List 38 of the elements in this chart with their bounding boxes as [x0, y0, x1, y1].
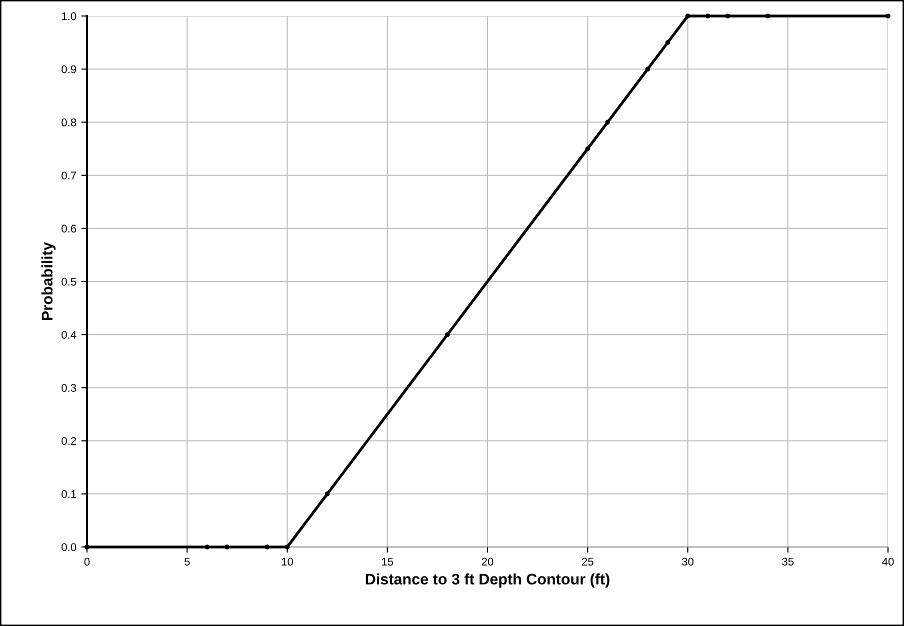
y-tick-label: 0.0: [62, 543, 76, 552]
point: [605, 120, 610, 125]
point: [725, 14, 730, 18]
y-tick-label: 0.2: [62, 437, 76, 445]
y-tick-label: 0.9: [62, 65, 76, 74]
x-tick-label: 10: [282, 558, 293, 566]
point: [204, 544, 210, 550]
point: [645, 66, 650, 72]
point: [224, 544, 230, 550]
x-tick-label: 25: [582, 558, 594, 566]
y-tick-label: 0.6: [62, 224, 76, 233]
y-tick-label: 1.0: [62, 12, 76, 20]
x-tick-label: 40: [882, 558, 894, 566]
y-tick-label: 0.3: [62, 384, 76, 392]
y-tick-label: 0.8: [62, 118, 76, 126]
point: [324, 491, 330, 496]
x-axis-title: Distance to 3 ft Depth Contour (ft): [366, 573, 610, 588]
point: [765, 14, 770, 18]
y-tick-label: 0.7: [62, 172, 76, 180]
y-tick-label: 0.4: [62, 330, 76, 339]
y-tick-label: 0.1: [62, 490, 76, 498]
point: [84, 544, 90, 550]
point: [705, 14, 710, 18]
y-axis-title: Probability: [41, 242, 56, 320]
point: [886, 14, 890, 18]
point: [264, 544, 270, 550]
x-tick-label: 30: [682, 558, 694, 566]
point: [445, 332, 450, 338]
x-tick-label: 5: [184, 558, 190, 566]
x-tick-label: 35: [782, 558, 794, 566]
point: [284, 544, 290, 550]
x-tick-label: 20: [482, 558, 494, 566]
x-tick-label: 0: [84, 558, 90, 566]
point: [585, 146, 590, 152]
point: [685, 14, 690, 18]
x-tick-label: 15: [382, 558, 394, 566]
point: [665, 40, 670, 45]
y-tick-label: 0.5: [62, 278, 76, 286]
